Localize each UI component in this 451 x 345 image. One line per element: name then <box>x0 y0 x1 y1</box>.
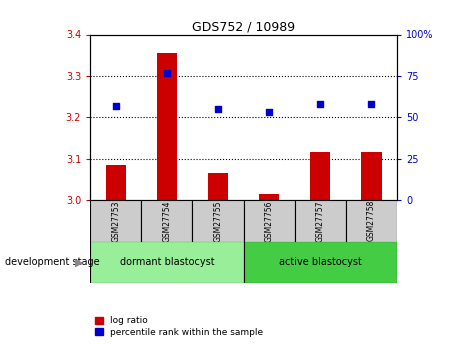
Text: GSM27758: GSM27758 <box>367 200 376 242</box>
Bar <box>310 152 331 200</box>
Text: GSM27754: GSM27754 <box>162 200 171 242</box>
Bar <box>90 200 141 242</box>
Legend: log ratio, percentile rank within the sample: log ratio, percentile rank within the sa… <box>95 316 263 337</box>
Text: GSM27753: GSM27753 <box>111 200 120 242</box>
Bar <box>156 53 177 200</box>
Bar <box>244 241 397 283</box>
Bar <box>361 152 382 200</box>
Bar <box>208 173 228 200</box>
Point <box>163 70 170 75</box>
Text: development stage: development stage <box>5 257 99 267</box>
Text: active blastocyst: active blastocyst <box>279 257 362 267</box>
Bar <box>295 200 346 242</box>
Point <box>266 110 273 115</box>
Point <box>112 103 120 108</box>
Bar <box>346 200 397 242</box>
Text: GSM27755: GSM27755 <box>213 200 222 242</box>
Text: GSM27757: GSM27757 <box>316 200 325 242</box>
Bar <box>90 241 244 283</box>
Point <box>214 106 221 112</box>
Bar <box>141 200 193 242</box>
Point <box>317 101 324 107</box>
Title: GDS752 / 10989: GDS752 / 10989 <box>192 20 295 33</box>
Bar <box>244 200 295 242</box>
Text: GSM27756: GSM27756 <box>265 200 274 242</box>
Text: ▶: ▶ <box>75 257 83 267</box>
Bar <box>193 200 244 242</box>
Point <box>368 101 375 107</box>
Bar <box>106 165 126 200</box>
Text: dormant blastocyst: dormant blastocyst <box>120 257 214 267</box>
Bar <box>259 194 279 200</box>
